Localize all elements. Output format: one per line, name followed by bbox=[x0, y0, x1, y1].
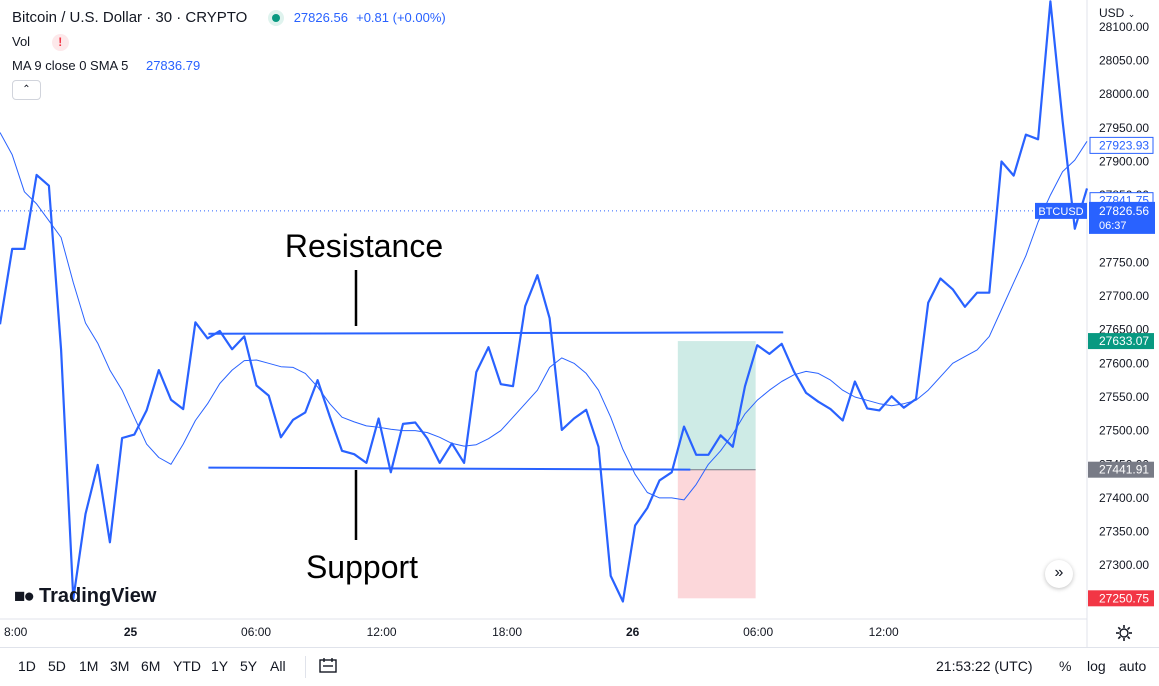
timeframe-5y-button[interactable]: 5Y bbox=[240, 658, 258, 674]
x-tick-label: 8:00 bbox=[4, 625, 28, 639]
tradingview-logo-text: TradingView bbox=[38, 585, 157, 607]
x-tick-label: 12:00 bbox=[367, 625, 397, 639]
date-range-icon[interactable] bbox=[318, 656, 338, 676]
auto-scale-toggle[interactable]: auto bbox=[1119, 658, 1147, 674]
price-badge-box bbox=[1089, 136, 1154, 154]
price-badge-box bbox=[1088, 461, 1154, 478]
price-badge-box bbox=[1088, 333, 1154, 350]
timeframe-5d-button[interactable]: 5D bbox=[48, 658, 66, 674]
price-badge-box bbox=[1088, 590, 1154, 607]
y-tick-label: 27750.00 bbox=[1099, 255, 1149, 269]
moving-average-line bbox=[0, 132, 1088, 501]
y-tick-label: 27900.00 bbox=[1099, 154, 1149, 168]
symbol-title[interactable]: Bitcoin / U.S. Dollar · 30 · CRYPTO bbox=[12, 9, 248, 26]
time-axis[interactable]: 8:00 25 06:00 12:00 18:00 26 06:00 12:00 bbox=[4, 625, 899, 639]
x-tick-label: 12:00 bbox=[869, 625, 899, 639]
take-profit-zone bbox=[677, 341, 756, 470]
trend-lines[interactable] bbox=[208, 331, 784, 471]
percent-scale-toggle[interactable]: % bbox=[1059, 658, 1072, 674]
symbol-legend[interactable]: Bitcoin / U.S. Dollar · 30 · CRYPTO 2782… bbox=[12, 9, 446, 26]
utc-clock[interactable]: 21:53:22 (UTC) bbox=[936, 658, 1033, 674]
ma-legend[interactable]: MA 9 close 0 SMA 5 27836.79 bbox=[12, 58, 200, 73]
market-open-icon bbox=[271, 13, 280, 22]
timeframe-1y-button[interactable]: 1Y bbox=[211, 658, 229, 674]
last-price: 27826.56 bbox=[293, 10, 348, 25]
y-tick-label: 27550.00 bbox=[1099, 390, 1149, 404]
x-tick-label: 18:00 bbox=[492, 625, 522, 639]
y-tick-label: 27500.00 bbox=[1099, 424, 1149, 438]
price-change: +0.81 (+0.00%) bbox=[356, 10, 446, 25]
symbol-tag-text: BTCUSD bbox=[1038, 206, 1083, 218]
log-scale-toggle[interactable]: log bbox=[1087, 658, 1106, 674]
price-series bbox=[0, 0, 1089, 603]
bottom-toolbar: 1D 5D 1M 3M 6M YTD 1Y 5Y All 21:53:22 (U… bbox=[0, 647, 1159, 686]
ma-label: MA 9 close 0 SMA 5 bbox=[12, 58, 129, 73]
y-tick-label: 27600.00 bbox=[1099, 356, 1149, 370]
chevron-up-icon: ⌃ bbox=[22, 84, 31, 95]
price-badge-text: 27441.91 bbox=[1099, 463, 1149, 477]
price-badges: 27923.9327841.7527633.0727441.9127250.75… bbox=[1035, 136, 1155, 607]
collapse-legend-button[interactable]: ⌃ bbox=[12, 80, 41, 100]
price-line bbox=[0, 0, 1089, 603]
price-badge-text: 27923.93 bbox=[1099, 138, 1149, 152]
gear-icon[interactable] bbox=[1115, 624, 1133, 642]
y-tick-label: 27350.00 bbox=[1099, 525, 1149, 539]
resistance-line bbox=[208, 331, 784, 335]
timeframe-all-button[interactable]: All bbox=[270, 658, 286, 674]
double-chevron-right-icon: » bbox=[1054, 564, 1064, 581]
currency-label: USD bbox=[1099, 6, 1125, 20]
scroll-to-realtime-button[interactable]: » bbox=[1045, 560, 1073, 588]
resistance-label: Resistance bbox=[285, 228, 443, 264]
current-price-badge bbox=[1089, 201, 1155, 234]
y-tick-label: 27300.00 bbox=[1099, 558, 1149, 572]
support-label: Support bbox=[306, 549, 418, 585]
current-price-text: 27826.56 bbox=[1099, 204, 1149, 218]
x-tick-label: 06:00 bbox=[743, 625, 773, 639]
bar-countdown-text: 06:37 bbox=[1099, 220, 1127, 232]
y-tick-label: 27700.00 bbox=[1099, 289, 1149, 303]
y-tick-label: 27950.00 bbox=[1099, 121, 1149, 135]
toolbar-divider bbox=[305, 656, 306, 678]
timeframe-ytd-button[interactable]: YTD bbox=[173, 658, 201, 674]
warning-icon[interactable]: ! bbox=[51, 34, 69, 51]
volume-legend[interactable]: Vol ! bbox=[12, 34, 69, 51]
y-tick-label: 27400.00 bbox=[1099, 491, 1149, 505]
x-tick-label: 25 bbox=[124, 625, 138, 639]
timeframe-3m-button[interactable]: 3M bbox=[110, 658, 130, 674]
timeframe-6m-button[interactable]: 6M bbox=[141, 658, 161, 674]
chart-annotations: Resistance Support bbox=[285, 228, 443, 585]
price-badge-text: 27633.07 bbox=[1099, 334, 1149, 348]
x-tick-label: 06:00 bbox=[241, 625, 271, 639]
stop-loss-zone bbox=[677, 469, 756, 599]
currency-selector[interactable]: USD ⌄ bbox=[1099, 6, 1135, 20]
price-badge-text: 27250.75 bbox=[1099, 591, 1149, 605]
y-tick-label: 28000.00 bbox=[1099, 87, 1149, 101]
timeframe-1m-button[interactable]: 1M bbox=[79, 658, 99, 674]
x-tick-label: 26 bbox=[626, 625, 640, 639]
timeframe-1d-button[interactable]: 1D bbox=[18, 658, 36, 674]
volume-label: Vol bbox=[12, 34, 31, 49]
tradingview-logo-icon: ■● bbox=[14, 586, 35, 607]
y-tick-label: 28050.00 bbox=[1099, 54, 1149, 68]
tradingview-logo[interactable]: ■● TradingView bbox=[14, 585, 156, 608]
y-tick-label: 28100.00 bbox=[1099, 20, 1149, 34]
support-line bbox=[208, 466, 691, 471]
ma-value: 27836.79 bbox=[145, 58, 201, 73]
symbol-tag bbox=[1035, 202, 1087, 219]
chevron-down-icon: ⌄ bbox=[1127, 9, 1136, 19]
